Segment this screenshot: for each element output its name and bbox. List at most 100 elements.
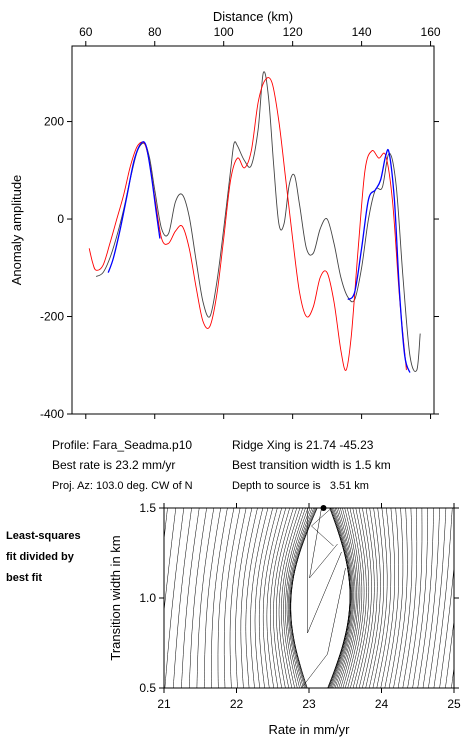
contour-line xyxy=(288,508,313,688)
contour-line xyxy=(365,508,381,688)
distance-tick-label: 120 xyxy=(283,25,303,39)
contour-line xyxy=(262,508,282,688)
width-tick-label: 1.5 xyxy=(139,501,156,515)
width-tick-label: 1.0 xyxy=(139,591,156,605)
contour-line xyxy=(258,508,278,688)
distance-axis-ticks: 60 80 100 120 140 160 xyxy=(79,25,441,419)
contour-line xyxy=(223,508,241,688)
contour-line xyxy=(309,508,338,579)
contour-line xyxy=(433,508,453,688)
best-fit-marker xyxy=(320,505,327,511)
contour-line xyxy=(376,508,392,688)
profile-plot-frame xyxy=(71,45,435,415)
profile-name: Profile: Fara_Seadma.p10 xyxy=(52,438,193,452)
projection-azimuth: Proj. Az: 103.0 deg. CW of N xyxy=(52,480,193,492)
contour-line xyxy=(336,508,356,688)
contour-line xyxy=(439,564,454,688)
contour-line xyxy=(286,508,311,688)
distance-tick-label: 160 xyxy=(421,25,441,39)
contour-line xyxy=(352,508,370,688)
contour-line xyxy=(240,508,258,688)
contour-line xyxy=(445,618,454,688)
amplitude-axis-label: Anomaly amplitude xyxy=(9,175,24,286)
contour-line xyxy=(281,508,304,688)
distance-tick-label: 100 xyxy=(214,25,234,39)
width-tick-label: 0.5 xyxy=(139,681,156,695)
least-squares-note: Least-squares fit divided by best fit xyxy=(6,530,81,584)
ridge-crossing: Ridge Xing is 21.74 -45.23 xyxy=(232,438,374,452)
rate-tick-label: 25 xyxy=(447,697,461,711)
contour-line xyxy=(344,508,363,688)
contour-line xyxy=(330,508,352,688)
contour-line xyxy=(173,508,192,688)
contour-line xyxy=(290,508,317,688)
contour-line xyxy=(203,508,221,688)
contour-line xyxy=(217,508,235,688)
fitted-segment-line xyxy=(347,148,411,373)
contour-line xyxy=(254,508,273,688)
contour-line xyxy=(384,508,399,688)
amplitude-tick-label: 200 xyxy=(44,115,64,129)
distance-tick-label: 140 xyxy=(352,25,372,39)
rate-tick-label: 22 xyxy=(230,697,244,711)
contour-line xyxy=(164,508,185,688)
rate-tick-label: 24 xyxy=(375,697,389,711)
contour-line xyxy=(211,508,228,688)
contour-line xyxy=(278,508,301,688)
anomaly-profile-chart: 60 80 100 120 140 160 -400 -200 0 200 Distance (… xyxy=(9,9,441,421)
contour-line xyxy=(307,508,342,634)
contour-line xyxy=(388,508,404,688)
contour-line xyxy=(412,508,428,688)
amplitude-tick-label: -400 xyxy=(40,407,64,421)
rate-tick-label: 21 xyxy=(157,697,171,711)
contour-line xyxy=(245,508,264,688)
contour-line xyxy=(393,508,408,688)
contour-line xyxy=(397,508,413,688)
contour-lines xyxy=(164,508,454,688)
rate-axis-ticks: 21 22 23 24 25 xyxy=(157,503,461,711)
amplitude-tick-label: 0 xyxy=(57,212,64,226)
contour-line xyxy=(289,508,314,688)
contour-line xyxy=(331,508,353,688)
contour-line xyxy=(289,508,316,688)
contour-line xyxy=(164,508,177,614)
observed-anomaly-line xyxy=(95,71,421,372)
contour-line xyxy=(285,508,309,688)
contour-line xyxy=(358,508,375,688)
contour-line xyxy=(417,508,434,688)
contour-line xyxy=(273,508,294,688)
contour-line xyxy=(402,508,418,688)
rate-axis-label: Rate in mm/yr xyxy=(269,722,351,737)
best-rate: Best rate is 23.2 mm/yr xyxy=(52,458,176,472)
rate-tick-label: 23 xyxy=(302,697,316,711)
contour-line xyxy=(372,508,388,688)
contour-line xyxy=(368,508,384,688)
contour-line xyxy=(347,508,365,688)
contour-line xyxy=(355,508,372,688)
contour-line xyxy=(338,508,357,688)
contour-line xyxy=(235,508,253,688)
contour-line xyxy=(380,508,395,688)
model-anomaly-line xyxy=(88,77,407,371)
misfit-contour-chart: 21 22 23 24 25 0.5 1.0 1.5 Rate in mm/yr Trans… xyxy=(108,501,461,737)
contour-line xyxy=(283,508,306,688)
contour-line xyxy=(329,508,351,688)
contour-line xyxy=(181,508,200,688)
contour-line xyxy=(428,508,447,688)
contour-line xyxy=(196,508,215,688)
contour-line xyxy=(188,508,207,688)
contour-line xyxy=(266,508,287,688)
width-axis-label: Transition width in km xyxy=(108,535,123,660)
fitted-segment-line xyxy=(107,141,161,273)
best-transition-width: Best transition width is 1.5 km xyxy=(232,458,391,472)
contour-line xyxy=(250,508,269,688)
contour-line xyxy=(407,508,423,688)
profile-series xyxy=(88,71,421,373)
contour-line xyxy=(276,508,298,688)
width-axis-ticks: 0.5 1.0 1.5 xyxy=(139,501,459,695)
distance-tick-label: 60 xyxy=(79,25,93,39)
contour-line xyxy=(333,508,353,688)
contour-line xyxy=(350,508,367,688)
contour-line xyxy=(328,508,351,688)
